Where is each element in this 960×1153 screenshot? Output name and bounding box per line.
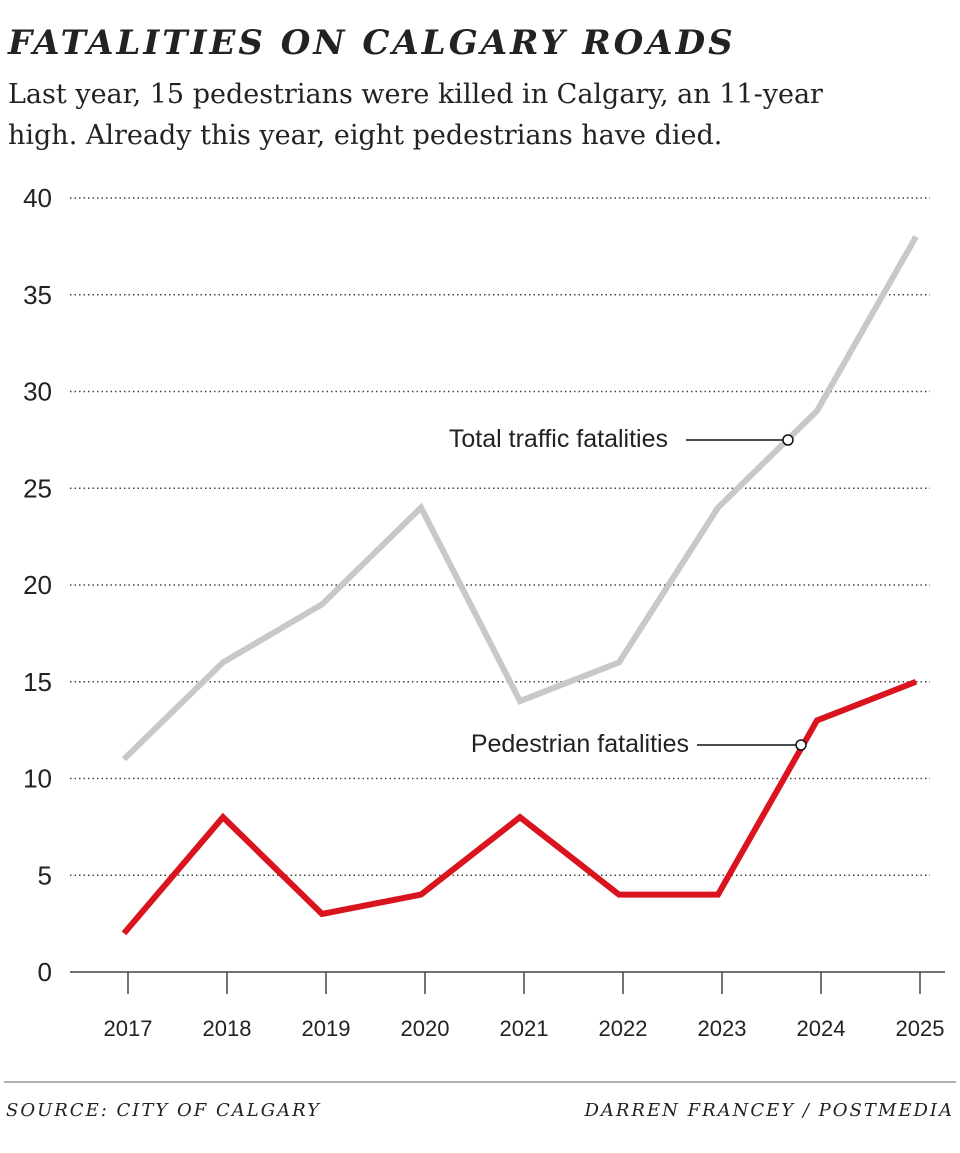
series-label: Total traffic fatalities	[449, 425, 668, 453]
leader-dot	[795, 739, 807, 751]
y-tick-label: 0	[38, 957, 52, 987]
y-tick-label: 15	[23, 667, 52, 697]
x-tick-label: 2018	[203, 1016, 252, 1041]
x-tick-label: 2020	[401, 1016, 450, 1041]
x-tick-label: 2021	[500, 1016, 549, 1041]
y-tick-label: 25	[23, 473, 52, 503]
source: SOURCE: CITY OF CALGARY	[6, 1100, 321, 1121]
subtitle: high. Already this year, eight pedestria…	[8, 120, 722, 151]
series-line	[121, 678, 918, 936]
x-tick-label: 2023	[698, 1016, 747, 1041]
x-tick-label: 2019	[302, 1016, 351, 1041]
y-tick-label: 10	[23, 764, 52, 794]
y-tick-label: 40	[23, 183, 52, 213]
chart-title: FATALITIES ON CALGARY ROADS	[7, 23, 736, 63]
leader-dot	[782, 434, 794, 446]
x-tick-label: 2024	[797, 1016, 846, 1041]
y-tick-label: 5	[38, 860, 52, 890]
credit: DARREN FRANCEY / POSTMEDIA	[583, 1100, 954, 1121]
subtitle: Last year, 15 pedestrians were killed in…	[8, 79, 823, 110]
x-tick-label: 2022	[599, 1016, 648, 1041]
x-tick-label: 2017	[104, 1016, 153, 1041]
y-tick-label: 20	[23, 570, 52, 600]
y-tick-label: 35	[23, 280, 52, 310]
y-tick-label: 30	[23, 377, 52, 407]
x-tick-label: 2025	[896, 1016, 945, 1041]
series-line	[121, 235, 919, 762]
series-label: Pedestrian fatalities	[471, 730, 689, 758]
